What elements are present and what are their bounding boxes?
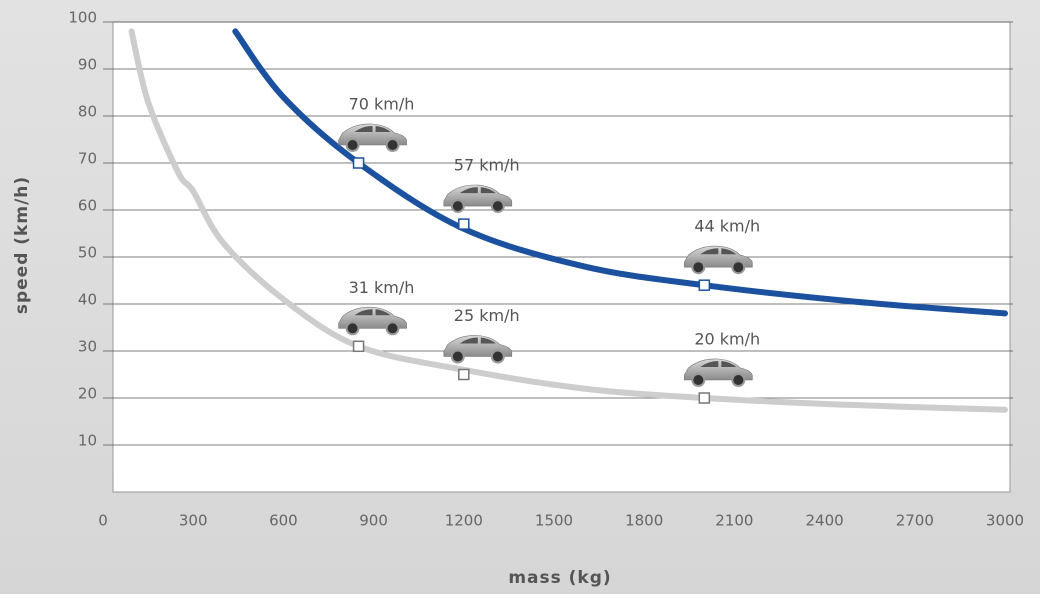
x-tick-label: 300 xyxy=(179,512,208,530)
y-tick-label: 90 xyxy=(78,56,97,74)
car-wheel xyxy=(691,373,706,387)
car-wheel xyxy=(450,349,465,364)
car-window xyxy=(700,361,737,367)
point-label: 25 km/h xyxy=(454,306,520,325)
curve xyxy=(232,28,1008,317)
car-wheel xyxy=(345,138,360,152)
y-tick-label: 30 xyxy=(78,338,97,356)
car-window xyxy=(354,309,391,316)
car-window xyxy=(459,337,496,344)
x-tick-label: 1500 xyxy=(535,512,573,530)
x-tick-label: 1200 xyxy=(445,512,483,530)
y-tick-label: 70 xyxy=(78,150,97,168)
x-tick-label: 3000 xyxy=(986,512,1024,530)
car-wheel xyxy=(385,138,400,152)
car-wheel xyxy=(345,321,360,336)
y-tick-label: 10 xyxy=(78,432,97,450)
y-tick-label: 40 xyxy=(78,291,97,309)
car-wheel xyxy=(385,321,400,336)
car-window xyxy=(354,126,391,132)
car-wheel xyxy=(691,260,706,275)
y-axis-title: speed (km/h) xyxy=(12,176,32,314)
x-tick-label: 2700 xyxy=(896,512,934,530)
car-icon xyxy=(443,184,513,214)
marker xyxy=(352,157,365,169)
x-tick-label: 600 xyxy=(269,512,298,530)
x-tick-label: 2100 xyxy=(715,512,753,530)
curve xyxy=(128,28,1008,413)
car-wheel xyxy=(450,199,465,214)
car-icon xyxy=(338,306,407,336)
y-tick-label: 100 xyxy=(68,9,97,27)
marker xyxy=(352,340,365,353)
x-axis-title: mass (kg) xyxy=(508,568,611,588)
point-label: 70 km/h xyxy=(349,95,415,114)
car-window xyxy=(459,187,496,194)
x-tick-label: 1800 xyxy=(625,512,663,530)
car-wheel xyxy=(490,349,505,364)
marker xyxy=(698,279,711,291)
car-wheel xyxy=(731,373,746,387)
car-icon xyxy=(338,123,407,152)
marker xyxy=(458,368,470,381)
car-wheel xyxy=(490,199,505,214)
car-icon xyxy=(443,335,513,364)
point-label: 44 km/h xyxy=(694,217,760,236)
y-tick-label: 60 xyxy=(78,197,97,215)
marker xyxy=(458,218,470,230)
y-tick-label: 50 xyxy=(78,244,97,262)
point-label: 31 km/h xyxy=(349,278,415,297)
point-label: 57 km/h xyxy=(454,156,520,175)
car-wheel xyxy=(731,260,746,275)
x-tick-label: 2400 xyxy=(806,512,844,530)
y-tick-label: 20 xyxy=(78,385,97,403)
x-tick-label: 900 xyxy=(359,512,388,530)
x-tick-label: 0 xyxy=(98,512,108,530)
car-icon xyxy=(684,358,753,387)
marker xyxy=(698,392,711,404)
car-window xyxy=(700,248,737,255)
car-icon xyxy=(684,245,753,275)
point-label: 20 km/h xyxy=(694,330,760,349)
y-tick-label: 80 xyxy=(78,103,97,121)
